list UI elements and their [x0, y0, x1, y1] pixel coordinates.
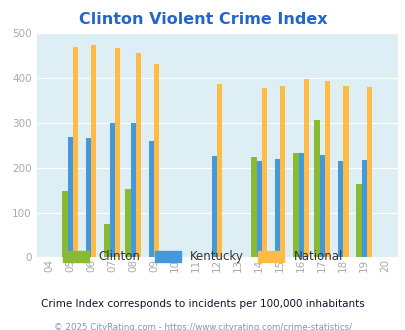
Bar: [86, 139, 91, 257]
Bar: [366, 87, 371, 257]
Bar: [130, 123, 135, 257]
Bar: [303, 79, 308, 257]
Bar: [356, 184, 361, 257]
Bar: [217, 84, 222, 257]
Bar: [154, 63, 159, 257]
Bar: [274, 159, 279, 257]
Bar: [91, 45, 96, 257]
Text: Crime Index corresponds to incidents per 100,000 inhabitants: Crime Index corresponds to incidents per…: [41, 299, 364, 309]
Bar: [337, 161, 342, 257]
Bar: [125, 189, 130, 257]
Bar: [62, 191, 67, 257]
Bar: [256, 161, 261, 257]
Bar: [279, 85, 285, 257]
Bar: [361, 160, 366, 257]
Bar: [342, 86, 347, 257]
Text: © 2025 CityRating.com - https://www.cityrating.com/crime-statistics/: © 2025 CityRating.com - https://www.city…: [54, 323, 351, 330]
Legend: Clinton, Kentucky, National: Clinton, Kentucky, National: [58, 246, 347, 268]
Bar: [135, 53, 141, 257]
Bar: [104, 224, 109, 257]
Bar: [319, 155, 324, 257]
Bar: [149, 141, 154, 257]
Bar: [324, 81, 329, 257]
Bar: [115, 48, 120, 257]
Bar: [313, 119, 319, 257]
Bar: [293, 153, 298, 257]
Bar: [72, 47, 78, 257]
Bar: [109, 123, 115, 257]
Text: Clinton Violent Crime Index: Clinton Violent Crime Index: [79, 12, 326, 26]
Bar: [211, 156, 217, 257]
Bar: [251, 157, 256, 257]
Bar: [261, 88, 266, 257]
Bar: [67, 137, 72, 257]
Bar: [298, 153, 303, 257]
